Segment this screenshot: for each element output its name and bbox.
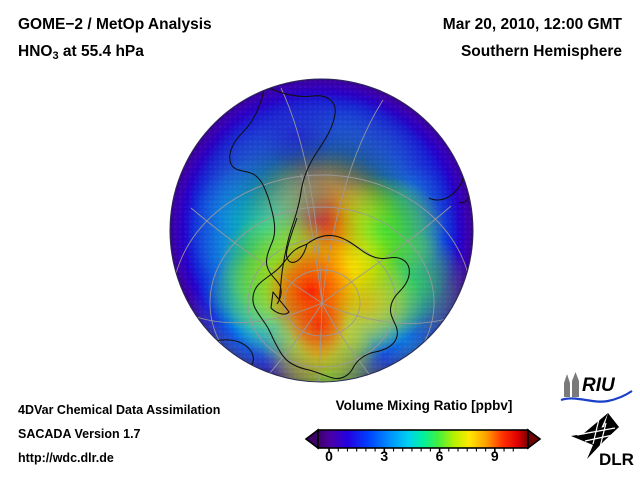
orthographic-projection-svg: [169, 78, 474, 383]
footer-line-assimilation: 4DVar Chemical Data Assimilation: [18, 403, 221, 417]
meridian-1: [280, 87, 323, 304]
data-pixel-texture: [170, 79, 473, 382]
meridian-5: [321, 302, 396, 382]
meridian-3: [321, 205, 452, 304]
dlr-wordmark: DLR: [599, 450, 634, 469]
pressure-level-text: at 55.4 hPa: [58, 43, 144, 60]
colorbar-tick-label-9: 9: [490, 448, 499, 464]
riu-logo: RIU: [558, 371, 634, 405]
coastline-antarctica: [252, 234, 410, 379]
globe-map: [169, 78, 474, 383]
colorbar-tick-label-0: 0: [325, 448, 333, 464]
map-data-layer: [170, 79, 473, 382]
colorbar-scale[interactable]: [300, 418, 548, 452]
species-formula-prefix: HNO: [18, 43, 53, 60]
coastline-tasmania: [242, 376, 258, 382]
colorbar: Volume Mixing Ratio [ppbv] 0 3 6 9: [300, 398, 548, 474]
globe-limb: [169, 78, 474, 383]
latitude-circle-50: [247, 238, 397, 368]
page-title: GOME−2 / MetOp Analysis: [18, 16, 212, 33]
footer-line-version: SACADA Version 1.7: [18, 427, 141, 441]
coastline-south-america-west: [229, 85, 282, 305]
riu-wordmark: RIU: [582, 375, 616, 396]
colorbar-gradient: [317, 429, 529, 449]
meridian-4: [321, 302, 462, 324]
species-formula-subscript: 3: [52, 50, 59, 63]
latitude-circle-30: [209, 206, 435, 382]
date-label: Mar 20, 2010, 12:00 GMT: [442, 16, 622, 33]
colorbar-tick-label-6: 6: [435, 448, 444, 464]
dlr-mark-icon: [571, 413, 619, 459]
dlr-logo: DLR: [563, 411, 635, 469]
meridian-2: [321, 99, 384, 304]
colorbar-title: Volume Mixing Ratio [ppbv]: [335, 398, 513, 413]
hemisphere-label: Southern Hemisphere: [460, 43, 622, 60]
riu-wave-icon: [560, 390, 633, 403]
latitude-circle-70: [283, 269, 361, 337]
footer-line-url[interactable]: http://wdc.dlr.de: [18, 451, 114, 465]
riu-spires-icon: [564, 372, 579, 397]
meridian-7: [246, 302, 323, 382]
colorbar-cap-high: [527, 428, 542, 450]
meridian-6: [316, 302, 323, 382]
species-pressure-label: HNO3 at 55.4 hPa: [18, 43, 144, 62]
coastline-tierra-del-fuego: [270, 291, 290, 315]
colorbar-ticks: [328, 448, 514, 452]
coastline-antarctic-peninsula: [285, 217, 308, 263]
colorbar-cap-low: [304, 428, 319, 450]
meridian-10: [300, 173, 323, 304]
colorbar-tick-label-3: 3: [380, 448, 389, 464]
